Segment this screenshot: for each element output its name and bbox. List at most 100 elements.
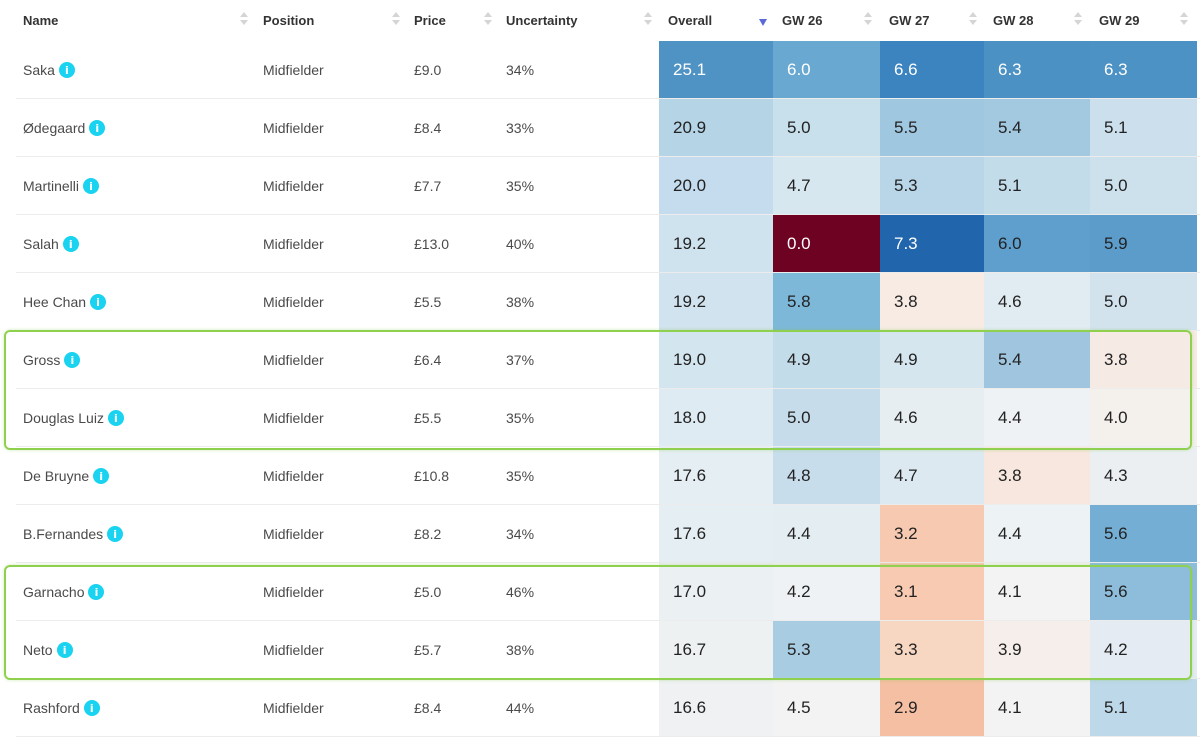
table-row[interactable]: Salah i Midfielder £13.0 40% 19.2 0.0 7.3 6.0 5.9 [0,215,1200,273]
overall-points-cell: 19.0 [659,331,773,389]
player-uncertainty: 38% [506,294,535,310]
gw26-points-cell: 4.5 [773,679,880,737]
info-icon[interactable]: i [83,700,100,716]
sort-toggle-icon[interactable] [392,12,400,28]
gw27-points-cell: 3.8 [880,273,984,331]
player-uncertainty: 35% [506,468,535,484]
sort-toggle-icon[interactable] [969,12,977,28]
player-position: Midfielder [263,352,324,368]
gw28-points-cell: 6.0 [984,215,1090,273]
table-row[interactable]: De Bruyne i Midfielder £10.8 35% 17.6 4.8 4.7 3.… [0,447,1200,505]
info-icon[interactable]: i [107,410,124,426]
gw26-points-cell: 6.0 [773,41,880,99]
table-row[interactable]: Rashford i Midfielder £8.4 44% 16.6 4.5 2.9 4.1 5… [0,679,1200,737]
gw26-points-cell: 5.8 [773,273,880,331]
player-position: Midfielder [263,236,324,252]
table-row[interactable]: Martinelli i Midfielder £7.7 35% 20.0 4.7 5.3 5.… [0,157,1200,215]
table-row[interactable]: Hee Chan i Midfielder £5.5 38% 19.2 5.8 3.8 4.6 5… [0,273,1200,331]
gw27-points-cell: 5.5 [880,99,984,157]
row-divider [16,736,1200,737]
table-row[interactable]: Neto i Midfielder £5.7 38% 16.7 5.3 3.3 3.9 4.2 [0,621,1200,679]
player-name-cell: Garnacho i [23,563,105,621]
player-position: Midfielder [263,468,324,484]
table-row[interactable]: Douglas Luiz i Midfielder £5.5 35% 18.0 5.0 4.6… [0,389,1200,447]
info-icon[interactable]: i [93,468,110,484]
overall-points-cell: 17.6 [659,447,773,505]
column-header-gw26[interactable]: GW 26 [782,0,822,40]
gw29-points-cell: 5.6 [1090,505,1197,563]
gw28-points-cell: 4.6 [984,273,1090,331]
player-price: £5.0 [414,584,442,600]
table-row[interactable]: Garnacho i Midfielder £5.0 46% 17.0 4.2 3.1 4.1 5… [0,563,1200,621]
row-divider [16,98,1200,99]
table-row[interactable]: Saka i Midfielder £9.0 34% 25.1 6.0 6.6 6.3 6.3 [0,41,1200,99]
player-name-cell: Ødegaard i [23,99,106,157]
info-icon[interactable]: i [58,62,75,78]
column-header-gw26-label: GW 26 [782,12,823,28]
column-header-position[interactable]: Position [263,0,314,40]
table-row[interactable]: B.Fernandes i Midfielder £8.2 34% 17.6 4.4 3.2 4… [0,505,1200,563]
player-name: Rashford [23,700,80,716]
gw29-points-cell: 4.3 [1090,447,1197,505]
player-position: Midfielder [263,700,324,716]
gw27-points-cell: 6.6 [880,41,984,99]
info-icon[interactable]: i [83,178,100,194]
row-divider [16,446,1200,447]
info-icon[interactable]: i [64,352,81,368]
sort-toggle-icon[interactable] [644,12,652,28]
sort-descending-icon[interactable] [759,19,767,26]
player-name-cell: Neto i [23,621,73,679]
column-header-overall[interactable]: Overall [668,0,712,40]
column-header-price[interactable]: Price [414,0,446,40]
info-icon[interactable]: i [62,236,79,252]
sort-toggle-icon[interactable] [1180,12,1188,28]
sort-toggle-icon[interactable] [484,12,492,28]
table-row[interactable]: Gross i Midfielder £6.4 37% 19.0 4.9 4.9 5.4 3.8 [0,331,1200,389]
gw26-points-cell: 5.3 [773,621,880,679]
column-header-gw28[interactable]: GW 28 [993,0,1033,40]
player-position: Midfielder [263,120,324,136]
sort-toggle-icon[interactable] [240,12,248,28]
info-icon[interactable]: i [90,294,107,310]
overall-points-cell: 25.1 [659,41,773,99]
column-header-gw29[interactable]: GW 29 [1099,0,1139,40]
gw28-points-cell: 3.9 [984,621,1090,679]
column-header-gw27[interactable]: GW 27 [889,0,929,40]
overall-points-cell: 16.7 [659,621,773,679]
player-uncertainty: 44% [506,700,535,716]
sort-toggle-icon[interactable] [864,12,872,28]
gw28-points-cell: 5.4 [984,331,1090,389]
column-header-uncertainty[interactable]: Uncertainty [506,0,578,40]
player-name: Salah [23,236,59,252]
info-icon[interactable]: i [89,120,106,136]
gw26-points-cell: 4.7 [773,157,880,215]
gw29-points-cell: 5.1 [1090,679,1197,737]
table-row[interactable]: Ødegaard i Midfielder £8.4 33% 20.9 5.0 5.5 5.4 5… [0,99,1200,157]
gw26-points-cell: 4.9 [773,331,880,389]
gw28-points-cell: 6.3 [984,41,1090,99]
player-position: Midfielder [263,294,324,310]
player-price: £10.8 [414,468,450,484]
gw28-points-cell: 4.1 [984,679,1090,737]
player-name: Garnacho [23,584,85,600]
player-name-cell: B.Fernandes i [23,505,124,563]
gw28-points-cell: 5.4 [984,99,1090,157]
player-name-cell: Martinelli i [23,157,100,215]
info-icon[interactable]: i [88,584,105,600]
gw27-points-cell: 2.9 [880,679,984,737]
player-name-cell: Salah i [23,215,79,273]
info-icon[interactable]: i [107,526,124,542]
player-name: Martinelli [23,178,80,194]
gw28-points-cell: 4.4 [984,505,1090,563]
player-name-cell: Saka i [23,41,75,99]
overall-points-cell: 18.0 [659,389,773,447]
column-header-name[interactable]: Name [23,0,58,40]
gw26-points-cell: 4.2 [773,563,880,621]
player-price: £8.2 [414,526,442,542]
sort-toggle-icon[interactable] [1074,12,1082,28]
info-icon[interactable]: i [56,642,73,658]
player-name-cell: Hee Chan i [23,273,107,331]
overall-points-cell: 20.0 [659,157,773,215]
column-header-gw27-label: GW 27 [889,12,930,28]
